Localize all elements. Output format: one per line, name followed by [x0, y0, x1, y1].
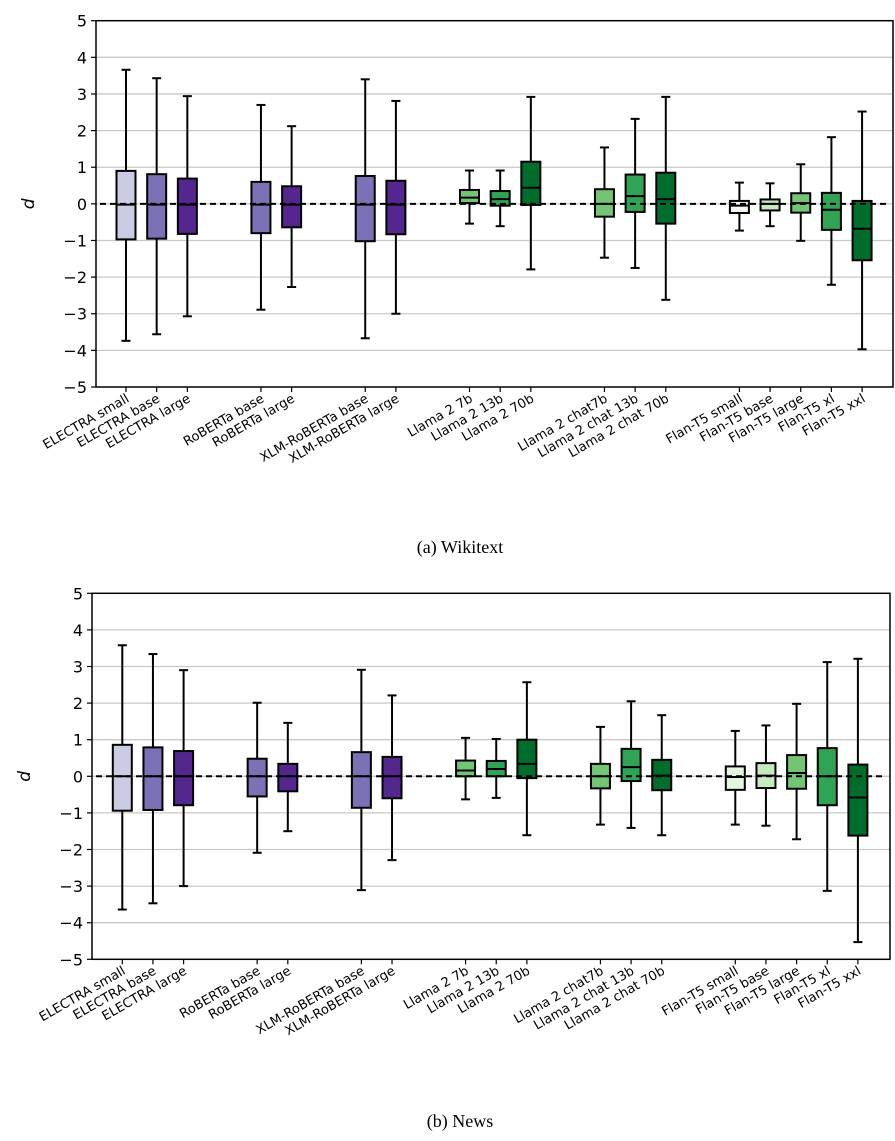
y-tick-label: 4 — [77, 48, 87, 67]
iqr-box — [246, 757, 268, 798]
box-flan-t5-large — [790, 163, 812, 242]
iqr-box — [786, 754, 808, 790]
iqr-box — [728, 199, 750, 215]
box-flan-t5-xxl — [847, 657, 869, 944]
iqr-box — [350, 751, 372, 809]
box-llama-2-13b — [485, 737, 507, 799]
box-llama-2-chat7b — [593, 146, 615, 259]
y-tick-label: 2 — [77, 122, 87, 141]
box-electra-large — [173, 669, 195, 888]
y-tick-label: 0 — [73, 767, 83, 786]
box-roberta-large — [281, 125, 303, 289]
subfigure-caption: (a) Wikitext — [417, 537, 503, 558]
iqr-box — [176, 177, 198, 235]
iqr-box — [851, 199, 873, 262]
iqr-box — [455, 759, 477, 778]
y-tick-label: 2 — [73, 694, 83, 713]
box-xlm-roberta-large — [385, 99, 407, 315]
iqr-box — [620, 747, 642, 783]
box-llama-2-chat-13b — [620, 700, 642, 829]
iqr-box — [381, 755, 403, 800]
y-tick-label: −1 — [63, 231, 87, 250]
box-flan-t5-large — [786, 702, 808, 841]
plot-frame — [91, 592, 891, 961]
iqr-box — [385, 179, 407, 236]
subfigure-caption: (b) News — [427, 1111, 493, 1132]
box-electra-base — [146, 77, 168, 336]
box-flan-t5-xl — [820, 136, 842, 286]
y-tick-label: −3 — [59, 877, 83, 896]
box-roberta-base — [250, 103, 272, 311]
y-tick-label: −4 — [63, 341, 87, 360]
box-llama-2-chat-70b — [651, 714, 673, 837]
box-llama-2-chat-70b — [655, 95, 677, 301]
iqr-box — [173, 750, 195, 807]
iqr-box — [250, 180, 272, 235]
iqr-box — [281, 185, 303, 229]
y-tick-label: −2 — [63, 268, 87, 287]
iqr-box — [111, 743, 133, 812]
iqr-box — [516, 738, 538, 780]
box-llama-2-13b — [489, 169, 511, 228]
box-roberta-base — [246, 701, 268, 854]
iqr-box — [277, 762, 299, 793]
iqr-box — [459, 188, 481, 205]
box-flan-t5-small — [724, 729, 746, 826]
y-tick-label: 3 — [73, 658, 83, 677]
box-llama-2-70b — [516, 681, 538, 837]
iqr-box — [624, 173, 646, 213]
box-xlm-roberta-base — [350, 668, 372, 892]
box-electra-large — [176, 95, 198, 318]
box-electra-small — [111, 644, 133, 911]
iqr-box — [354, 175, 376, 243]
box-flan-t5-xxl — [851, 110, 873, 351]
iqr-box — [820, 191, 842, 231]
plot-frame — [95, 19, 894, 388]
box-llama-2-7b — [455, 736, 477, 801]
box-llama-2-70b — [520, 95, 542, 271]
box-llama-2-chat-13b — [624, 117, 646, 269]
y-axis-label: d — [19, 198, 39, 209]
y-tick-label: 1 — [77, 158, 87, 177]
box-electra-small — [115, 68, 137, 342]
y-tick-label: −2 — [59, 841, 83, 860]
box-llama-2-7b — [459, 169, 481, 225]
y-tick-label: 0 — [77, 195, 87, 214]
y-axis-label: d — [15, 771, 35, 782]
y-tick-label: 4 — [73, 621, 83, 640]
y-tick-label: 5 — [77, 12, 87, 31]
iqr-box — [759, 198, 781, 212]
iqr-box — [146, 173, 168, 240]
y-tick-label: −3 — [63, 305, 87, 324]
box-electra-base — [142, 653, 164, 905]
y-tick-label: −5 — [63, 378, 87, 397]
y-tick-label: −5 — [59, 950, 83, 969]
iqr-box — [520, 160, 542, 206]
y-tick-label: 5 — [73, 584, 83, 603]
iqr-box — [724, 765, 746, 791]
y-tick-label: 1 — [73, 731, 83, 750]
box-xlm-roberta-large — [381, 694, 403, 862]
box-xlm-roberta-base — [354, 78, 376, 340]
box-flan-t5-small — [728, 181, 750, 232]
y-tick-label: −1 — [59, 804, 83, 823]
y-tick-label: −4 — [59, 914, 83, 933]
iqr-box — [142, 746, 164, 811]
y-tick-label: 3 — [77, 85, 87, 104]
iqr-box — [847, 763, 869, 837]
